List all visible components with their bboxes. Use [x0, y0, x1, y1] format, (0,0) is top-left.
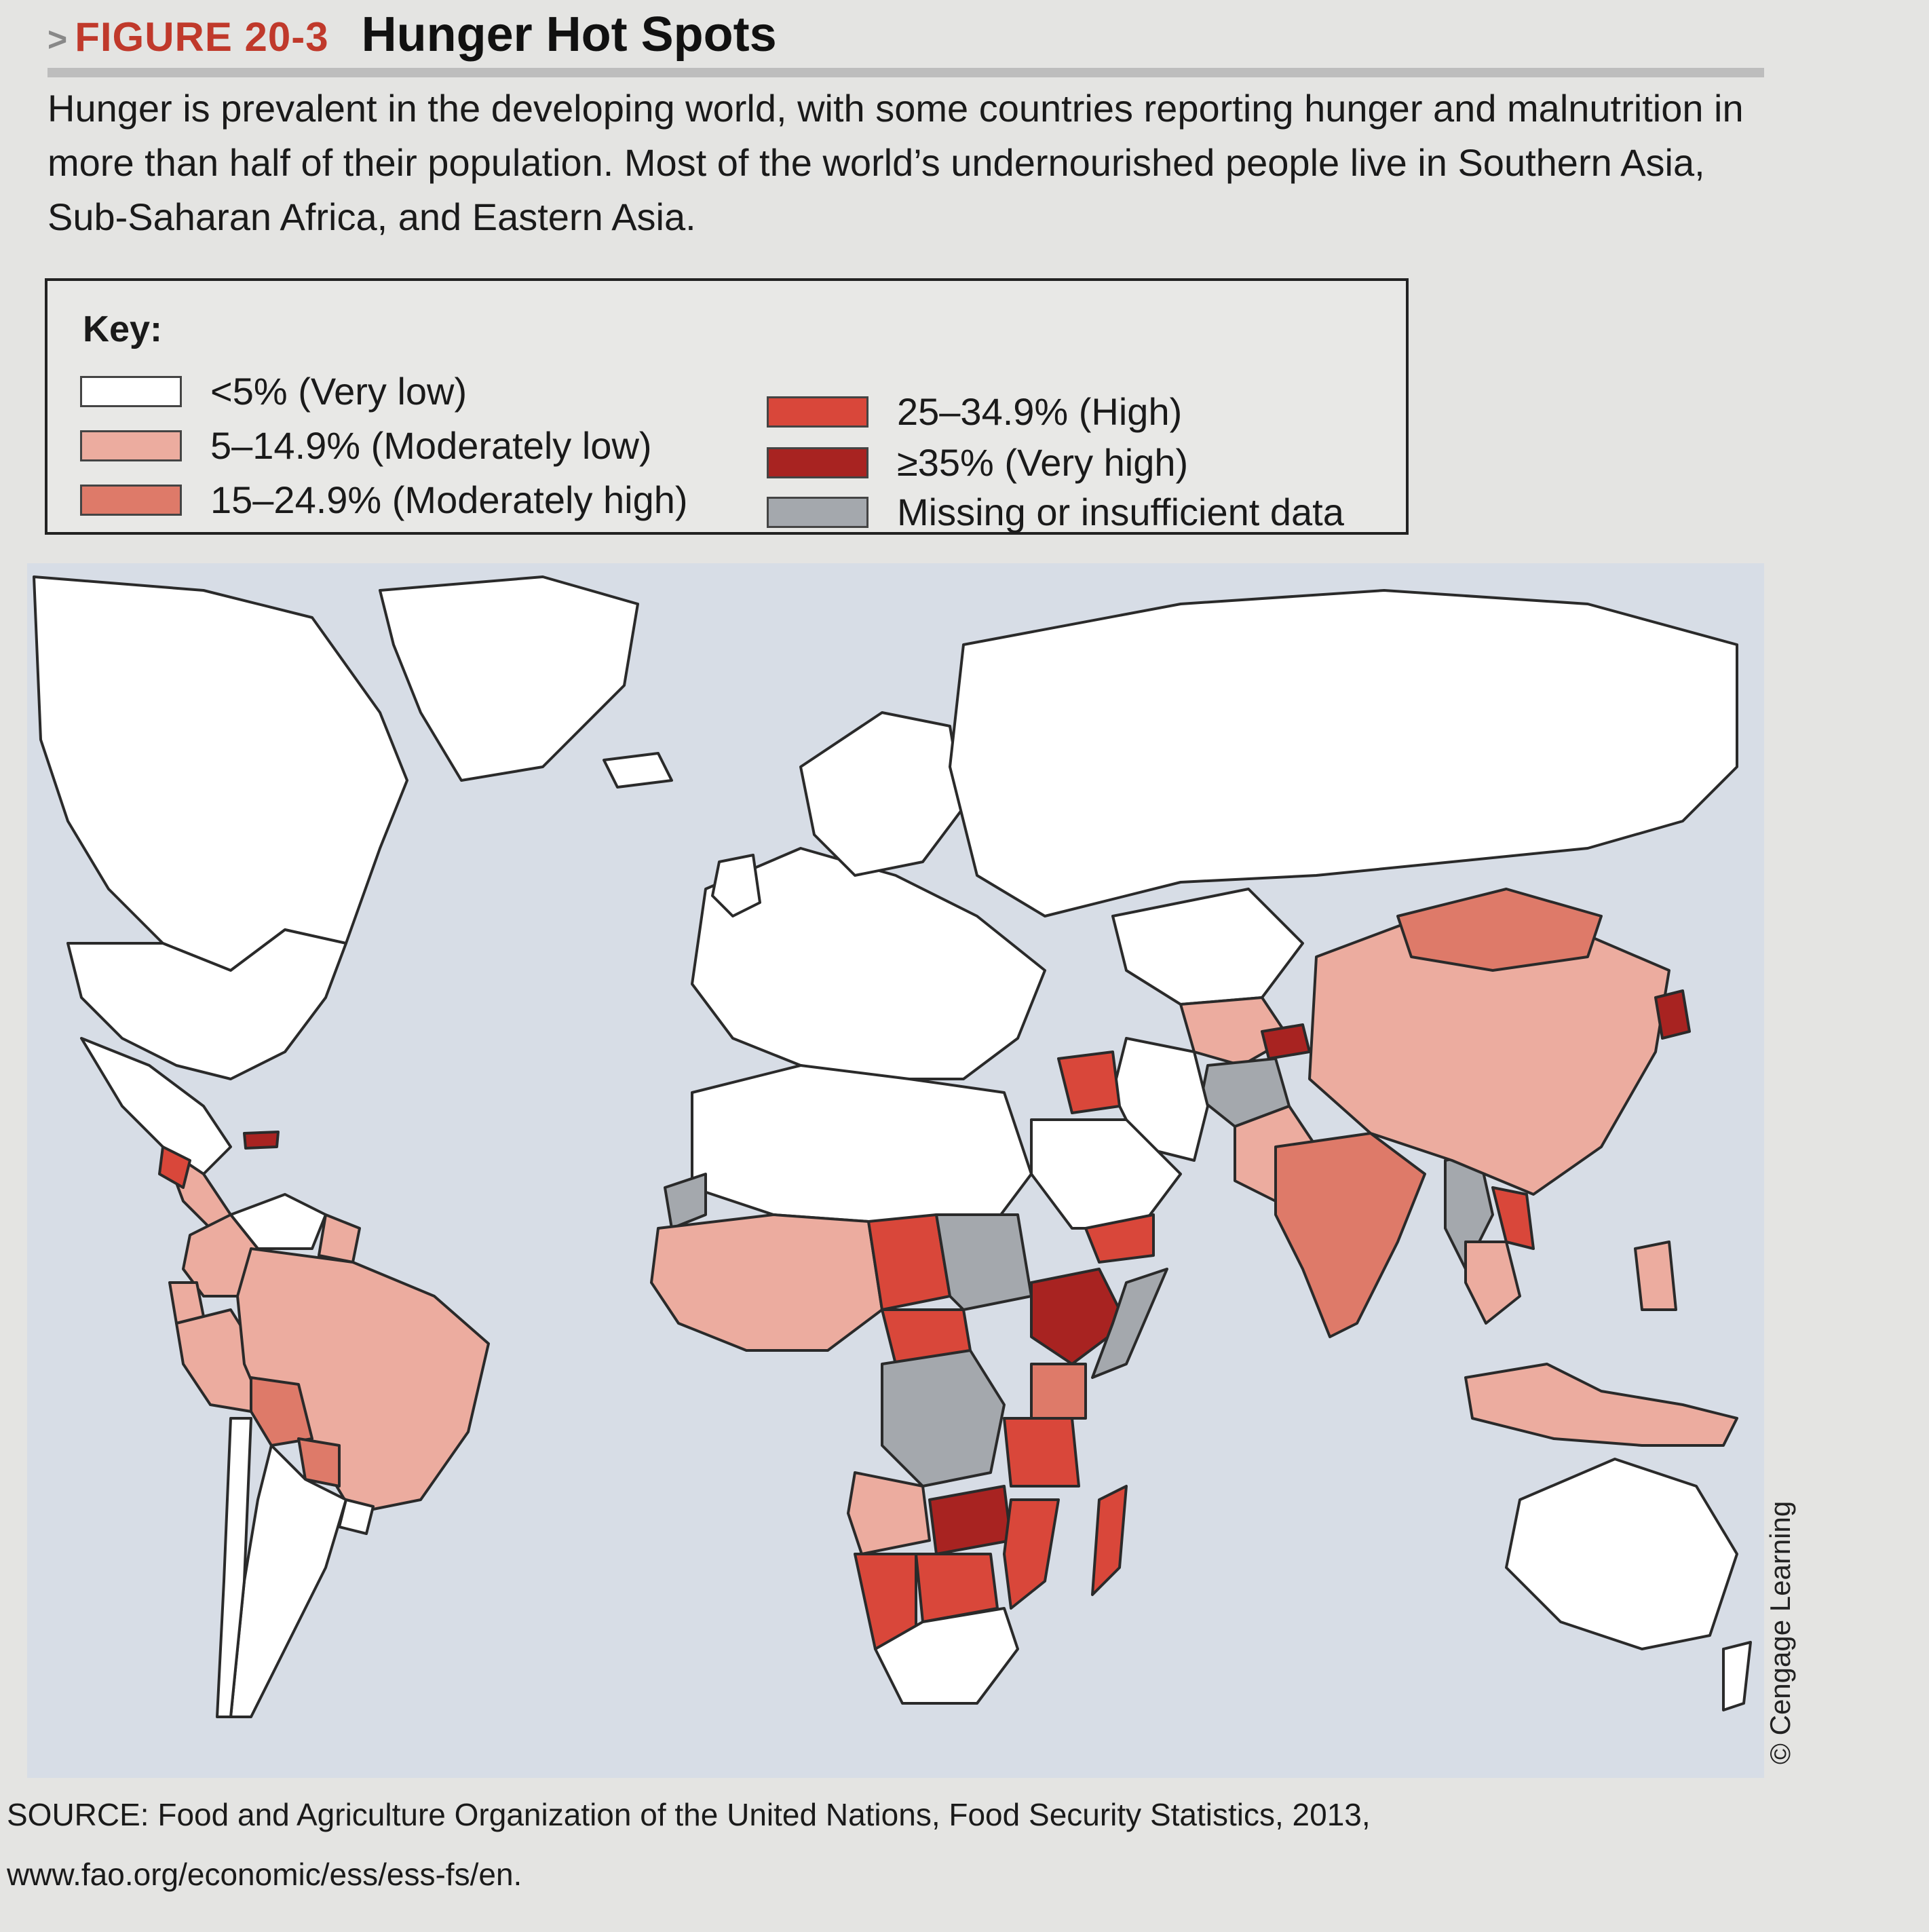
- region-argentina: Argentina: [229, 1444, 347, 1718]
- source-note: SOURCE: Food and Agriculture Organizatio…: [7, 1797, 1371, 1892]
- legend-item-very-low: <5% (Very low): [80, 369, 467, 413]
- region-south-africa: South Africa: [874, 1607, 1019, 1705]
- legend-swatch: [767, 396, 868, 428]
- region-kenya: Kenya: [1030, 1363, 1087, 1420]
- region-yemen: Yemen: [1084, 1213, 1155, 1264]
- region-mozambique: Mozambique: [1003, 1498, 1060, 1610]
- region-india: India: [1274, 1132, 1426, 1338]
- legend-item-high: 25–34.9% (High): [767, 390, 1182, 434]
- legend-item-missing-data: Missing or insufficient data: [767, 490, 1344, 534]
- region-zambia: Zambia: [928, 1485, 1012, 1555]
- legend-item-moderately-high: 15–24.9% (Moderately high): [80, 478, 688, 522]
- region-dr-congo: DR Congo: [881, 1349, 1006, 1488]
- region-scandinavia: Scandinavia: [799, 711, 965, 877]
- legend-label: 15–24.9% (Moderately high): [210, 478, 688, 521]
- legend-swatch: [80, 375, 182, 407]
- figure-title: Hunger Hot Spots: [361, 7, 777, 62]
- legend-swatch: [80, 484, 182, 516]
- region-tajikistan: Tajikistan: [1261, 1023, 1311, 1060]
- region-central-asia: Central Asia: [1179, 996, 1291, 1067]
- legend-title: Key:: [83, 309, 163, 349]
- region-madagascar: Madagascar: [1091, 1485, 1128, 1596]
- legend-label: 25–34.9% (High): [897, 390, 1183, 433]
- legend-label: 5–14.9% (Moderately low): [210, 424, 652, 467]
- legend-swatch: [80, 430, 182, 461]
- region-bolivia: Bolivia: [250, 1376, 313, 1447]
- region-ethiopia: Ethiopia: [1030, 1268, 1128, 1365]
- region-angola: Angola: [847, 1471, 931, 1555]
- region-iraq: Iraq: [1057, 1050, 1121, 1114]
- region-west-africa: West Africa: [650, 1213, 883, 1352]
- region-guatemala: Guatemala: [158, 1145, 191, 1189]
- region-philippines: Philippines: [1634, 1240, 1677, 1311]
- region-western-sahara: Western Sahara: [664, 1173, 707, 1230]
- world-hunger-map: Canada United States Greenland Mexico Ce…: [27, 563, 1764, 1778]
- region-laos: Laos: [1491, 1186, 1535, 1250]
- figure-caption: Hunger is prevalent in the developing wo…: [47, 87, 1744, 238]
- region-tanzania: Tanzania: [1003, 1417, 1080, 1488]
- region-uruguay: Uruguay: [338, 1498, 375, 1535]
- region-sudan: Sudan: [935, 1213, 1033, 1311]
- figure-header: > FIGURE 20-3 Hunger Hot Spots Hunger is …: [47, 7, 1784, 244]
- region-north-korea: North Korea: [1654, 989, 1691, 1040]
- copyright-credit: © Cengage Learning: [1764, 1500, 1796, 1764]
- region-paraguay: Paraguay: [297, 1437, 341, 1488]
- region-haiti: Haiti: [243, 1131, 280, 1150]
- region-north-africa: North Africa: [691, 1064, 1033, 1230]
- legend-label: <5% (Very low): [210, 370, 467, 413]
- region-brazil: Brazil: [236, 1247, 490, 1515]
- region-united-states: United States: [66, 928, 347, 1080]
- legend-swatch: [767, 496, 868, 528]
- region-chile: Chile: [216, 1417, 252, 1718]
- region-greenland: Greenland: [379, 575, 639, 782]
- legend-item-very-high: ≥35% (Very high): [767, 440, 1188, 485]
- legend-label: ≥35% (Very high): [897, 441, 1189, 484]
- region-mexico: Mexico: [80, 1037, 232, 1175]
- region-united-kingdom: United Kingdom: [711, 854, 761, 917]
- map-svg: Canada United States Greenland Mexico Ce…: [27, 563, 1764, 1778]
- figure-number: FIGURE 20-3: [75, 14, 329, 60]
- legend-label: Missing or insufficient data: [897, 491, 1344, 533]
- legend-swatch: [767, 447, 868, 478]
- region-new-zealand: New Zealand: [1722, 1641, 1752, 1711]
- region-australia: Australia: [1505, 1458, 1738, 1650]
- region-mongolia: Mongolia: [1396, 888, 1603, 972]
- region-iceland: Iceland: [603, 752, 673, 789]
- chevron-right-icon: >: [47, 20, 69, 58]
- region-indonesia: Indonesia: [1464, 1363, 1738, 1447]
- map-legend: Key: <5% (Very low) 5–14.9% (Moderately …: [45, 278, 1409, 535]
- legend-item-moderately-low: 5–14.9% (Moderately low): [80, 423, 652, 468]
- figure-label: > FIGURE 20-3: [47, 14, 329, 60]
- region-russia: Russia: [949, 589, 1738, 917]
- title-rule: [47, 68, 1764, 77]
- region-somalia: Somalia: [1091, 1268, 1168, 1379]
- region-thailand: Thailand: [1464, 1240, 1521, 1325]
